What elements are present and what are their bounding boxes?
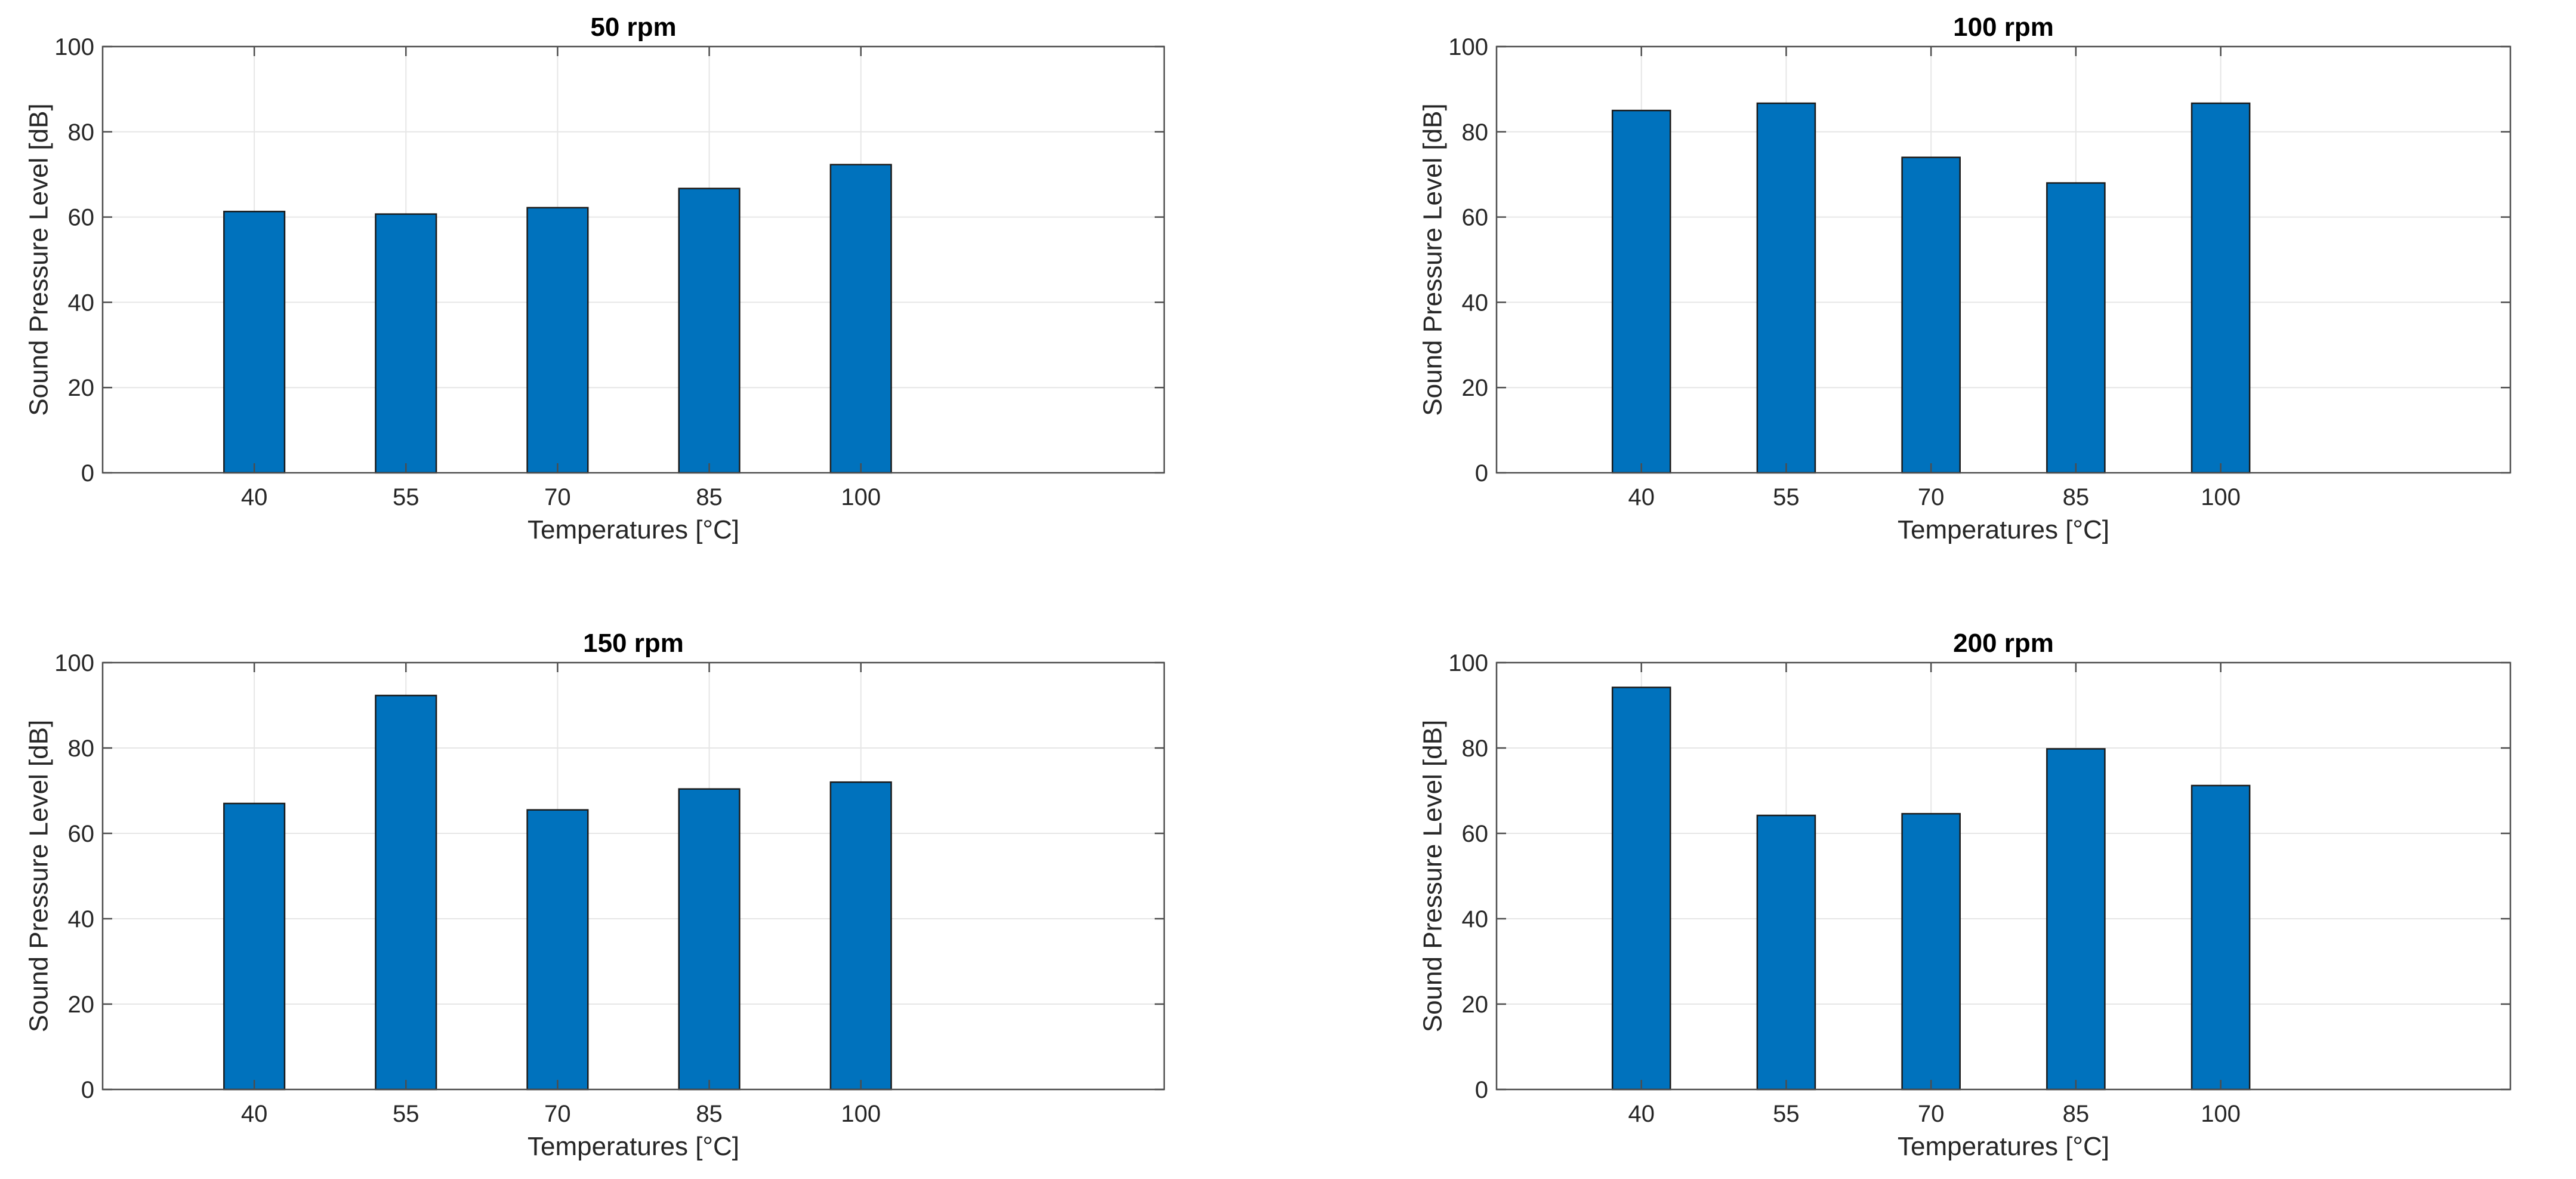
bar-55 [375, 213, 437, 474]
x-tick-label: 40 [1628, 484, 1655, 510]
bar-70 [526, 809, 589, 1091]
x-axis-label: Temperatures [°C] [527, 1132, 739, 1161]
x-axis-label: Temperatures [°C] [527, 515, 739, 544]
y-tick-label: 20 [1462, 992, 1489, 1018]
x-tick-label: 70 [544, 484, 571, 510]
x-tick-label: 55 [393, 484, 419, 510]
bar-40 [1611, 687, 1671, 1091]
x-tick-label: 85 [2063, 484, 2090, 510]
x-tick-label: 40 [241, 1101, 268, 1127]
y-axis-label: Sound Pressure Level [dB] [1418, 720, 1448, 1032]
bar-40 [223, 802, 286, 1091]
bar-70 [1901, 156, 1961, 474]
y-tick-label: 60 [1462, 205, 1489, 231]
chart-panel-2: 0 20 40 60 80 100 40 55 70 85 100 100 rpm Temperatur… [1418, 13, 2512, 544]
chart-panel-1: 0 20 40 60 80 100 40 55 70 85 100 50 rpm Temperature… [24, 13, 1165, 544]
y-tick-label: 20 [68, 992, 95, 1018]
axes-box [101, 45, 1165, 474]
x-tick-label: 55 [1773, 1101, 1800, 1127]
x-tick-label: 100 [2201, 1101, 2241, 1127]
y-tick-label: 100 [1448, 34, 1488, 60]
chart-title: 50 rpm [590, 13, 676, 42]
bar-100 [829, 164, 892, 474]
bar-55 [375, 694, 437, 1091]
y-tick-label: 80 [1462, 735, 1489, 762]
x-tick-label: 40 [1628, 1101, 1655, 1127]
chart-title: 150 rpm [583, 629, 684, 658]
y-tick-label: 20 [68, 375, 95, 401]
bar-100 [2191, 784, 2251, 1091]
y-axis-label: Sound Pressure Level [dB] [1418, 103, 1448, 415]
bar-100 [829, 781, 892, 1091]
bar-85 [2046, 748, 2106, 1091]
x-tick-label: 85 [2063, 1101, 2090, 1127]
y-tick-label: 60 [1462, 821, 1489, 847]
bar-40 [1611, 109, 1671, 474]
x-tick-label: 70 [1918, 484, 1945, 510]
bar-70 [1901, 812, 1961, 1091]
y-tick-label: 80 [68, 119, 95, 146]
bar-85 [678, 788, 741, 1091]
x-tick-label: 85 [696, 1101, 723, 1127]
x-tick-label: 100 [841, 1101, 881, 1127]
y-tick-label: 0 [81, 460, 94, 487]
chart-panel-3: 0 20 40 60 80 100 40 55 70 85 100 150 rpm Temperatur… [24, 629, 1165, 1161]
axes-box [1495, 661, 2512, 1091]
y-tick-label: 100 [54, 34, 94, 60]
bar-85 [678, 187, 741, 474]
x-axis-label: Temperatures [°C] [1898, 1132, 2109, 1161]
x-tick-label: 55 [1773, 484, 1800, 510]
y-tick-label: 0 [1475, 460, 1488, 487]
y-tick-label: 40 [68, 906, 95, 932]
y-tick-label: 40 [1462, 290, 1489, 316]
x-tick-label: 70 [1918, 1101, 1945, 1127]
x-tick-label: 40 [241, 484, 268, 510]
y-tick-label: 0 [1475, 1077, 1488, 1103]
axes-box [1495, 45, 2512, 474]
x-tick-label: 55 [393, 1101, 419, 1127]
y-tick-label: 20 [1462, 375, 1489, 401]
y-axis-label: Sound Pressure Level [dB] [24, 720, 54, 1032]
bar-85 [2046, 182, 2106, 474]
chart-title: 200 rpm [1953, 629, 2054, 658]
bar-55 [1756, 814, 1816, 1091]
y-tick-label: 100 [54, 650, 94, 676]
y-tick-label: 80 [68, 735, 95, 762]
bar-100 [2191, 102, 2251, 474]
y-tick-label: 0 [81, 1077, 94, 1103]
y-tick-label: 80 [1462, 119, 1489, 146]
y-tick-label: 60 [68, 821, 95, 847]
y-axis-label: Sound Pressure Level [dB] [24, 103, 54, 415]
x-axis-label: Temperatures [°C] [1898, 515, 2109, 544]
x-tick-label: 100 [2201, 484, 2241, 510]
bar-40 [223, 211, 286, 474]
y-tick-label: 100 [1448, 650, 1488, 676]
x-tick-label: 70 [544, 1101, 571, 1127]
chart-title: 100 rpm [1953, 13, 2054, 42]
y-tick-label: 40 [68, 290, 95, 316]
chart-panel-4: 0 20 40 60 80 100 40 55 70 85 100 200 rpm Temperatur… [1418, 629, 2512, 1161]
y-tick-label: 40 [1462, 906, 1489, 932]
x-tick-label: 100 [841, 484, 881, 510]
bar-70 [526, 207, 589, 474]
axes-box [101, 661, 1165, 1091]
y-tick-label: 60 [68, 205, 95, 231]
x-tick-label: 85 [696, 484, 723, 510]
bar-55 [1756, 102, 1816, 474]
